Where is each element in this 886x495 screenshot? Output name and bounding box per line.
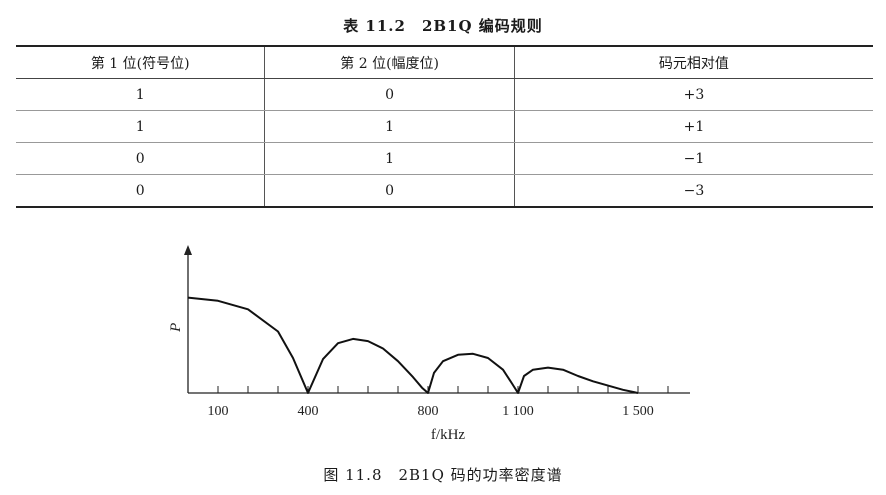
- table-row: 1 0 +3: [16, 78, 873, 111]
- table-cell: −1: [513, 142, 873, 175]
- column-header-symbol-value: 码元相对值: [513, 46, 873, 79]
- figure-caption: 图 11.8 2B1Q 码的功率密度谱: [323, 466, 563, 484]
- x-tick-label: 1 500: [622, 404, 654, 419]
- column-header-sign-bit: 第 1 位(符号位): [16, 46, 265, 79]
- x-tick-label: 800: [418, 404, 439, 419]
- table-cell: 0: [264, 78, 515, 111]
- table-cell: 1: [264, 110, 515, 143]
- x-tick-label: 400: [298, 404, 319, 419]
- y-axis-label: P: [168, 323, 184, 333]
- table-cell: 1: [16, 78, 265, 111]
- table-cell: +1: [513, 110, 873, 143]
- table-row: 1 1 +1: [16, 110, 873, 143]
- table-cell: +3: [513, 78, 873, 111]
- table-cell: 1: [16, 110, 265, 143]
- y-axis-arrow: [184, 245, 192, 255]
- table-row: 0 0 −3: [16, 174, 873, 208]
- x-tick-label: 1 100: [502, 404, 534, 419]
- table-cell: 0: [264, 174, 515, 208]
- encoding-rules-table: 第 1 位(符号位) 第 2 位(幅度位) 码元相对值 1 0 +3 1 1 +…: [16, 45, 873, 208]
- table-cell: −3: [513, 174, 873, 208]
- table-row: 0 1 −1: [16, 142, 873, 175]
- x-axis-label: f/kHz: [431, 427, 465, 443]
- table-cell: 1: [264, 142, 515, 175]
- table-title: 表 11.2 2B1Q 编码规则: [343, 17, 543, 35]
- table-header-row: 第 1 位(符号位) 第 2 位(幅度位) 码元相对值: [16, 46, 873, 79]
- psd-curve: [187, 296, 639, 394]
- column-header-magnitude-bit: 第 2 位(幅度位): [264, 46, 515, 79]
- x-tick-label: 100: [208, 404, 229, 419]
- table-cell: 0: [16, 174, 265, 208]
- table-cell: 0: [16, 142, 265, 175]
